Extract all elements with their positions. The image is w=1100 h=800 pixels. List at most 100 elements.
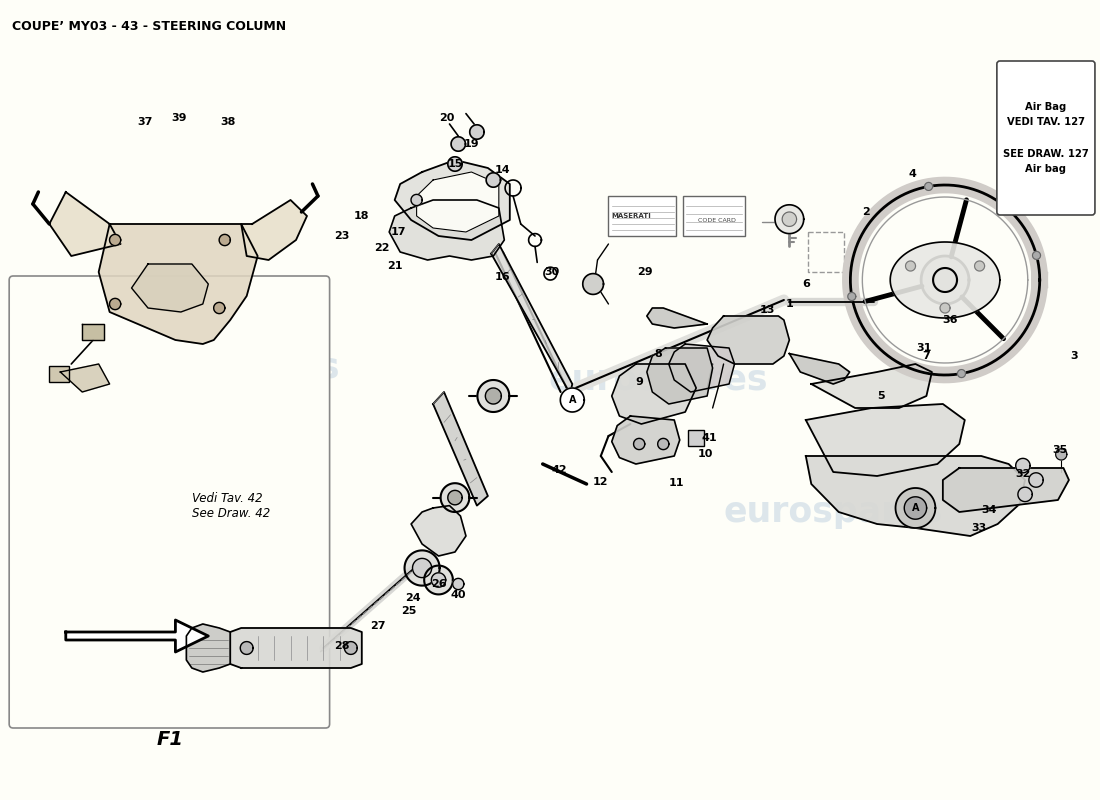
Text: Air Bag
VEDI TAV. 127

SEE DRAW. 127
Air bag: Air Bag VEDI TAV. 127 SEE DRAW. 127 Air … bbox=[1003, 102, 1089, 174]
Polygon shape bbox=[782, 212, 796, 226]
Polygon shape bbox=[66, 620, 208, 652]
Polygon shape bbox=[344, 642, 358, 654]
Bar bbox=[50, 366, 69, 382]
Polygon shape bbox=[1056, 449, 1067, 460]
Text: 8: 8 bbox=[653, 349, 662, 358]
Polygon shape bbox=[99, 224, 257, 344]
Polygon shape bbox=[647, 348, 713, 404]
Text: 4: 4 bbox=[909, 169, 916, 178]
Polygon shape bbox=[110, 298, 121, 310]
Polygon shape bbox=[583, 274, 604, 294]
Text: 25: 25 bbox=[402, 606, 417, 616]
Text: 39: 39 bbox=[170, 114, 187, 123]
Polygon shape bbox=[669, 344, 735, 392]
Polygon shape bbox=[110, 234, 121, 246]
Text: 1: 1 bbox=[785, 299, 793, 309]
Polygon shape bbox=[486, 173, 500, 187]
Polygon shape bbox=[470, 125, 484, 139]
Polygon shape bbox=[441, 483, 470, 512]
Text: eurospares: eurospares bbox=[548, 363, 768, 397]
Polygon shape bbox=[433, 392, 488, 506]
Text: 42: 42 bbox=[551, 465, 566, 474]
Polygon shape bbox=[389, 200, 504, 260]
Text: 2: 2 bbox=[862, 207, 870, 217]
Text: 11: 11 bbox=[669, 478, 684, 488]
Polygon shape bbox=[848, 293, 856, 301]
Polygon shape bbox=[186, 624, 230, 672]
Polygon shape bbox=[812, 364, 932, 408]
Text: 28: 28 bbox=[334, 641, 350, 650]
Polygon shape bbox=[132, 264, 208, 312]
Text: 33: 33 bbox=[971, 523, 987, 533]
Text: CODE CARD: CODE CARD bbox=[698, 218, 736, 222]
Polygon shape bbox=[60, 364, 110, 392]
Text: MASERATI: MASERATI bbox=[612, 213, 651, 219]
Polygon shape bbox=[904, 497, 926, 519]
Polygon shape bbox=[451, 137, 465, 151]
Text: F1: F1 bbox=[156, 730, 184, 749]
Text: 3: 3 bbox=[1070, 351, 1078, 361]
Polygon shape bbox=[448, 157, 462, 171]
Bar bbox=[608, 196, 676, 236]
Text: 23: 23 bbox=[334, 231, 350, 241]
Polygon shape bbox=[933, 268, 957, 292]
Text: 34: 34 bbox=[981, 506, 997, 515]
Text: 35: 35 bbox=[1053, 446, 1068, 455]
Polygon shape bbox=[82, 324, 104, 340]
Polygon shape bbox=[417, 172, 498, 232]
Polygon shape bbox=[219, 234, 230, 246]
Text: A: A bbox=[912, 503, 920, 513]
Text: eurospares: eurospares bbox=[724, 495, 943, 529]
Text: 30: 30 bbox=[543, 267, 559, 277]
Polygon shape bbox=[975, 261, 984, 271]
Polygon shape bbox=[647, 308, 707, 328]
Polygon shape bbox=[1028, 473, 1043, 487]
Text: 27: 27 bbox=[371, 621, 386, 630]
Text: 40: 40 bbox=[451, 590, 466, 600]
Polygon shape bbox=[560, 388, 584, 412]
Text: COUPE’ MY03 - 43 - STEERING COLUMN: COUPE’ MY03 - 43 - STEERING COLUMN bbox=[12, 20, 286, 33]
Polygon shape bbox=[492, 244, 572, 394]
Polygon shape bbox=[1015, 458, 1030, 473]
Text: 10: 10 bbox=[697, 450, 713, 459]
Text: 12: 12 bbox=[593, 477, 608, 486]
Text: 32: 32 bbox=[1015, 470, 1031, 479]
Polygon shape bbox=[411, 194, 422, 206]
Polygon shape bbox=[411, 506, 466, 556]
Polygon shape bbox=[485, 388, 502, 404]
Polygon shape bbox=[895, 488, 935, 528]
Polygon shape bbox=[1033, 251, 1041, 259]
Text: 36: 36 bbox=[943, 315, 958, 325]
Text: 17: 17 bbox=[390, 227, 406, 237]
Polygon shape bbox=[658, 438, 669, 450]
Polygon shape bbox=[806, 404, 965, 476]
Polygon shape bbox=[453, 578, 464, 590]
Polygon shape bbox=[634, 438, 645, 450]
Polygon shape bbox=[405, 550, 440, 586]
Bar bbox=[683, 196, 745, 236]
Text: 38: 38 bbox=[220, 117, 235, 126]
Text: 41: 41 bbox=[702, 433, 717, 442]
Text: 26: 26 bbox=[431, 579, 447, 589]
Polygon shape bbox=[50, 192, 121, 256]
Bar bbox=[689, 430, 704, 446]
FancyBboxPatch shape bbox=[997, 61, 1094, 215]
Polygon shape bbox=[957, 370, 966, 378]
Polygon shape bbox=[790, 354, 849, 384]
Text: 19: 19 bbox=[463, 139, 480, 149]
Polygon shape bbox=[612, 364, 696, 424]
FancyBboxPatch shape bbox=[9, 276, 330, 728]
Text: 15: 15 bbox=[448, 159, 463, 169]
Text: 24: 24 bbox=[406, 593, 421, 602]
Polygon shape bbox=[412, 558, 431, 578]
Polygon shape bbox=[431, 573, 446, 587]
Polygon shape bbox=[925, 182, 933, 190]
Polygon shape bbox=[890, 242, 1000, 318]
Polygon shape bbox=[425, 566, 453, 594]
Polygon shape bbox=[612, 416, 680, 464]
Polygon shape bbox=[395, 160, 509, 240]
Text: Vedi Tav. 42
See Draw. 42: Vedi Tav. 42 See Draw. 42 bbox=[191, 491, 271, 520]
Polygon shape bbox=[1018, 487, 1032, 502]
Text: 6: 6 bbox=[802, 279, 810, 289]
Text: eurospares: eurospares bbox=[121, 351, 340, 385]
